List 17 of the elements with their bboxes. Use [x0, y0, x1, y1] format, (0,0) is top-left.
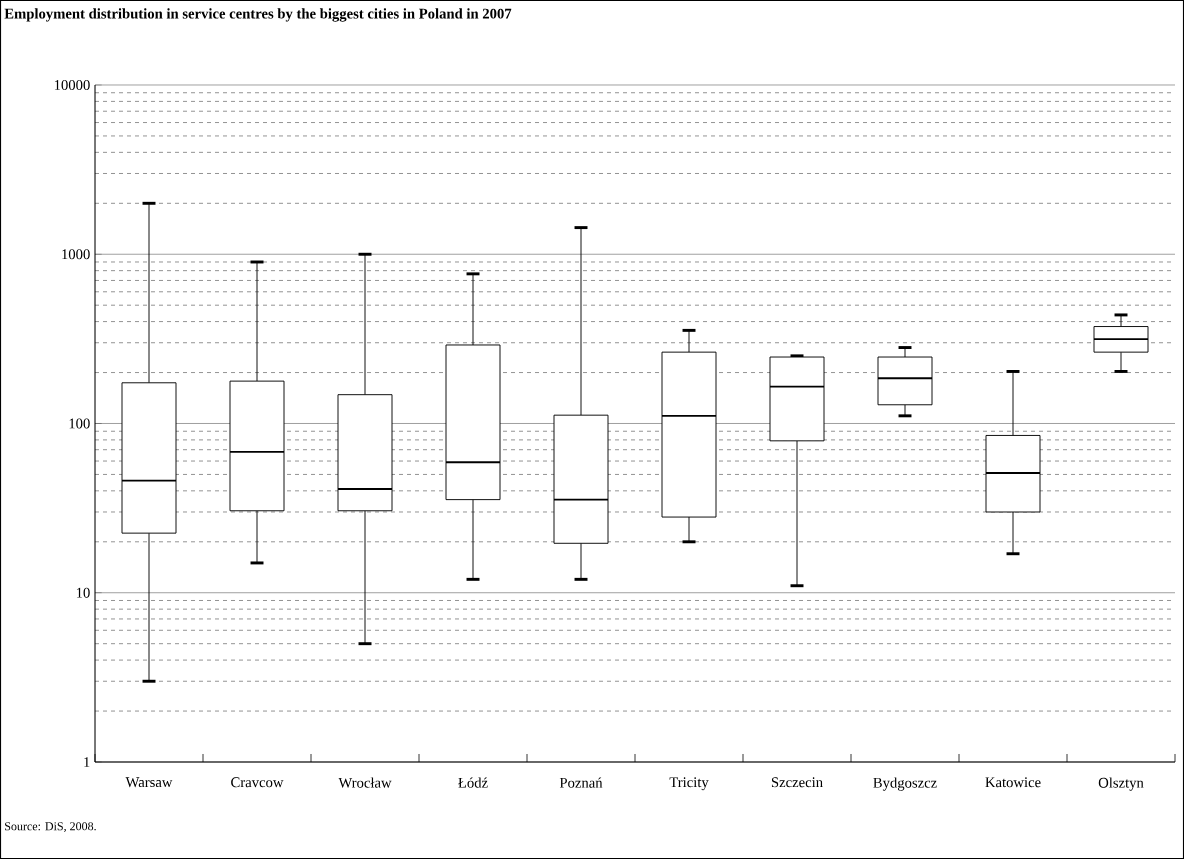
x-tick-label: Cravcow: [231, 777, 284, 788]
y-tick-label: 1: [84, 757, 90, 767]
x-tick-label: Bydgoszcz: [873, 777, 937, 791]
x-tick-label: Warsaw: [125, 777, 173, 788]
x-tick-label: Szczecin: [771, 777, 823, 788]
y-tick-label: 10: [76, 587, 90, 598]
x-tick-label: Olsztyn: [1098, 777, 1144, 791]
x-tick-label: Katowice: [985, 777, 1041, 788]
chart-title: Employment distribution in service centres by the biggest cities in Poland in 2007: [4, 8, 512, 22]
y-tick-label: 10000: [54, 80, 90, 90]
x-tick-label: Tricity: [669, 777, 709, 791]
y-tick-label: 100: [69, 418, 90, 429]
source-note: Source: DiS, 2008.: [5, 822, 96, 833]
x-tick-label: Wrocław: [338, 777, 392, 788]
x-tick-label: Poznań: [559, 777, 603, 788]
x-tick-label: Łódź: [458, 777, 488, 788]
y-tick-label: 1000: [62, 249, 90, 260]
